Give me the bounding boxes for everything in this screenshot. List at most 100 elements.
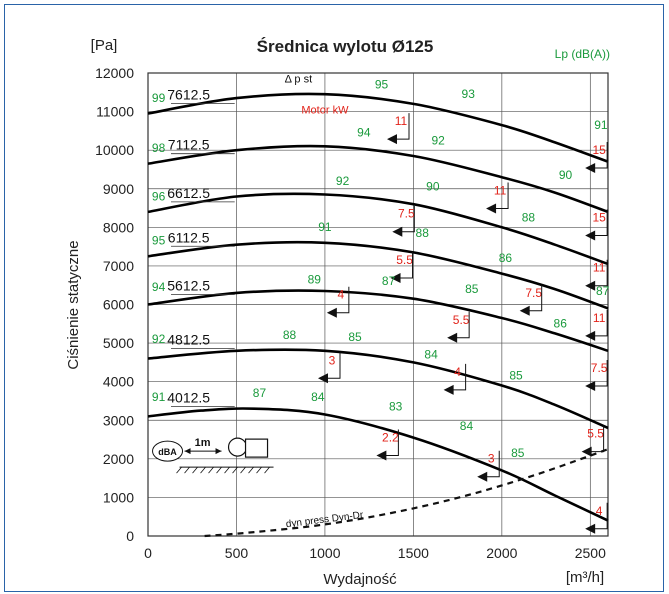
motor-kw-label: 11 [494,184,507,198]
motor-marker-arrow [376,450,387,461]
fan-curve [147,92,609,163]
motor-marker-arrow [581,446,592,457]
lp-label: 87 [382,274,396,288]
ground-hatch [248,466,254,474]
y-tick-label: 10000 [95,142,134,158]
lp-label: 88 [283,328,297,342]
ground-hatch [256,466,262,474]
fan-curve [147,144,609,214]
lp-label: 83 [389,400,403,414]
motor-marker-arrow [486,203,497,214]
y-tick-label: 7000 [103,258,134,274]
grid [147,72,608,537]
lp-label: 96 [152,189,166,203]
motor-marker-arrow [387,134,397,145]
motor-kw-label: 5.5 [453,313,470,327]
lp-label: 91 [318,220,332,234]
motor-marker-line [485,450,500,478]
ground-hatch [208,466,214,474]
curve-rpm-label: 7612.5 [167,87,210,103]
lp-label: 94 [152,280,166,294]
motor-marker-arrow [585,230,596,241]
fan-curve [147,192,609,266]
y-tick-label: 11000 [96,104,134,120]
fan-icon [227,437,248,457]
motor-marker-line [400,205,415,233]
motor-kw-label: 5.5 [396,253,413,267]
dba-label: dBA [158,447,177,457]
y-tick-label: 3000 [103,412,134,428]
motor-marker-line [384,429,399,456]
y-tick-label: 6000 [103,297,134,313]
motor-kw-label: 7.5 [398,207,415,221]
motor-marker-arrow [447,332,458,343]
fan-curve [147,348,609,430]
lp-label: 86 [499,251,513,265]
lp-label: 85 [465,282,479,296]
motor-marker-arrow [585,280,596,291]
motor-marker-line [589,425,605,453]
lp-label: 92 [431,133,445,147]
motor-kw-label: 11 [593,311,606,325]
lp-label: 94 [357,126,371,140]
motor-marker-line [395,113,410,140]
motor-icon [244,438,269,458]
ground-hatch [192,466,198,474]
ground-hatch [264,466,270,474]
motor-kw-label: 3 [329,353,336,367]
lp-label: 89 [308,272,322,286]
lp-label: 98 [152,141,166,155]
y-unit-label: [Pa] [91,37,118,54]
fan-curves [147,92,609,538]
dba-meter-icon [152,440,184,462]
ground-hatch [184,466,190,474]
ground-hatch [200,466,206,474]
lp-label: 90 [559,168,573,182]
lp-label: 87 [253,386,267,400]
motor-kw-label: 11 [593,261,606,275]
motor-kw-label: 2.2 [382,430,399,444]
y-tick-label: 5000 [103,335,134,351]
motor-marker-arrow [585,523,596,534]
y-tick-label: 9000 [103,181,134,197]
y-axis-label: Ciśnienie statyczne [65,240,82,369]
motor-marker-line [326,352,341,379]
motor-kw-label: 7.5 [591,361,608,375]
ground-hatch [216,466,222,474]
motor-marker-line [593,209,608,237]
distance-label: 1m [195,437,211,449]
curve-rpm-label: 4012.5 [167,389,210,405]
motor-marker-arrow [390,272,401,283]
motor-marker-line [593,142,608,169]
motor-marker-arrow [392,226,403,237]
lp-label: 86 [554,317,568,331]
fan-curve [147,289,609,353]
x-tick-label: 500 [225,545,249,561]
lp-label: 85 [509,369,523,383]
ground-hatch [176,466,182,474]
motor-marker-line [398,251,414,279]
motor-marker-line [455,311,470,339]
y-tick-label: 4000 [103,374,134,390]
lp-label: 99 [152,91,166,105]
motor-kw-label: 4 [454,365,461,379]
motor-kw-label: 5.5 [587,427,604,441]
motor-marker-line [334,286,350,314]
curve-labels: 7612.599 95 93 91 11 15 7112.598 94 92 90 11 6612.5… [152,74,610,534]
x-unit-label: [m³/h] [566,569,604,586]
y-tick-label: 0 [126,528,134,544]
motor-marker-arrow [585,330,596,341]
lp-label: 92 [152,332,166,346]
motor-marker-line [494,182,509,210]
measurement-inset: dBA 1m [152,437,274,474]
ground-hatch [224,466,230,474]
curve-rpm-label: 5612.5 [167,278,210,294]
motor-marker-arrow [443,384,454,395]
motor-marker-arrow [519,305,530,316]
lp-label: 93 [462,87,476,101]
axes: 0100020003000400050006000700080009000100… [95,65,609,561]
y-tick-label: 8000 [103,219,134,235]
motor-kw-label: 4 [596,504,603,518]
motor-marker-line [451,363,467,391]
